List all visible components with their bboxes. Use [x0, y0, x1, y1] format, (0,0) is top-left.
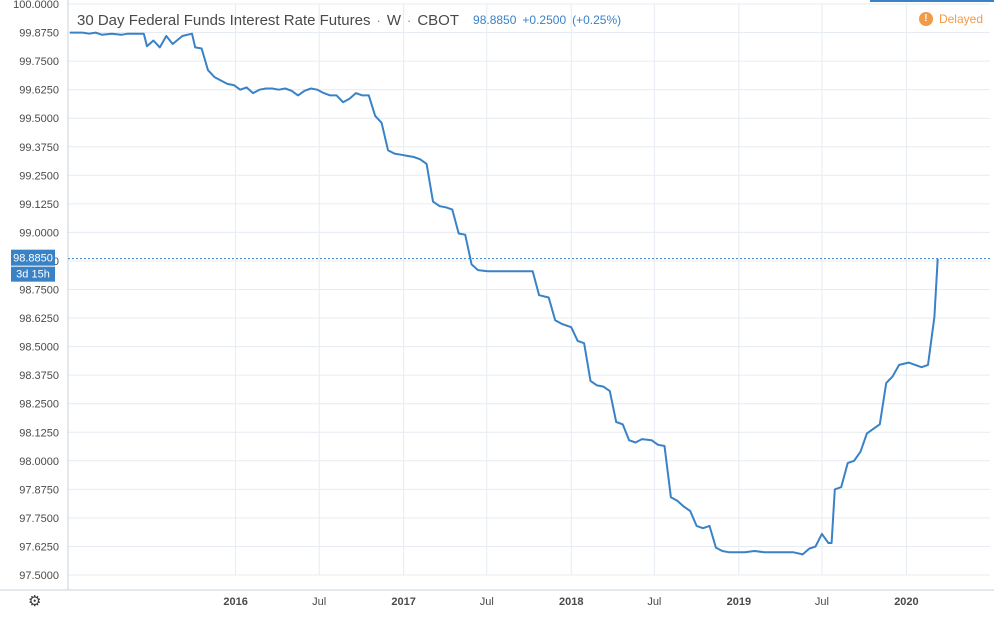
- y-tick-label: 97.8750: [19, 484, 59, 496]
- y-tick-label: 97.5000: [19, 570, 59, 582]
- x-tick-label: Jul: [312, 596, 326, 608]
- x-tick-label: 2019: [727, 596, 751, 608]
- y-tick-label: 99.3750: [19, 142, 59, 154]
- y-tick-label: 98.2500: [19, 399, 59, 411]
- x-tick-label: 2017: [391, 596, 415, 608]
- top-accent-strip: [870, 0, 994, 2]
- legend[interactable]: 30 Day Federal Funds Interest Rate Futur…: [77, 9, 621, 31]
- axis-labels: 97.5000 97.6250 97.7500 97.8750 98.0000 98.12…: [11, 0, 919, 608]
- price-label-box: [11, 249, 55, 266]
- last-price: 98.8850: [473, 13, 517, 27]
- x-tick-label: Jul: [815, 596, 829, 608]
- y-tick-label: 97.7500: [19, 513, 59, 525]
- series-line: [69, 31, 939, 556]
- y-tick-label: 99.2500: [19, 170, 59, 182]
- y-tick-label: 98.6250: [19, 313, 59, 325]
- gear-icon[interactable]: ⚙: [28, 593, 42, 610]
- series-layer: [68, 31, 990, 556]
- price-label-value: 98.8850: [13, 253, 53, 265]
- warning-icon: !: [918, 12, 933, 26]
- x-tick-label: 2020: [894, 596, 918, 608]
- y-tick-label: 98.5000: [19, 342, 59, 354]
- delayed-indicator[interactable]: ! Delayed: [918, 12, 983, 26]
- countdown-label: 3d 15h: [16, 269, 50, 281]
- y-tick-label: 97.6250: [19, 541, 59, 553]
- grid-lines: [0, 0, 994, 591]
- x-tick-label: 2018: [559, 596, 583, 608]
- legend-separator: ·: [376, 12, 381, 28]
- price-change-percent: (+0.25%): [572, 13, 622, 27]
- y-tick-label: 99.1250: [19, 199, 59, 211]
- y-tick-label: 98.0000: [19, 456, 59, 468]
- y-tick-label: 99.6250: [19, 85, 59, 97]
- y-tick-label: 99.5000: [19, 113, 59, 125]
- symbol-title[interactable]: 30 Day Federal Funds Interest Rate Futur…: [77, 11, 371, 29]
- x-tick-label: Jul: [647, 596, 661, 608]
- exchange-label: CBOT: [417, 11, 460, 29]
- delayed-label: Delayed: [938, 12, 983, 26]
- y-tick-label: 99.7500: [19, 56, 59, 68]
- legend-separator: ·: [407, 12, 412, 28]
- interval-label[interactable]: W: [386, 11, 401, 29]
- x-tick-label: 2016: [223, 596, 247, 608]
- y-tick-label: 99.8750: [19, 28, 59, 40]
- y-tick-label: 98.1250: [19, 427, 59, 439]
- y-tick-label: 100.0000: [13, 0, 59, 11]
- y-tick-label: 99.0000: [19, 227, 59, 239]
- y-tick-label: 98.3750: [19, 370, 59, 382]
- x-tick-label: Jul: [480, 596, 494, 608]
- countdown-box: [11, 266, 55, 282]
- price-change: +0.2500: [522, 13, 567, 27]
- y-tick-label: 98.7500: [19, 285, 59, 297]
